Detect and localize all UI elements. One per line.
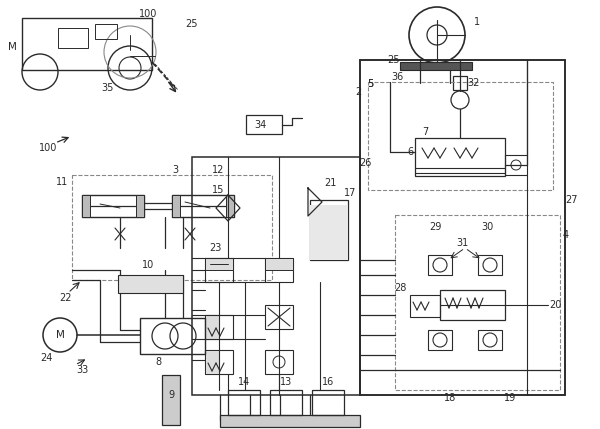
Text: 33: 33 bbox=[76, 365, 88, 375]
Text: 24: 24 bbox=[40, 353, 52, 363]
Bar bbox=[72, 175, 272, 280]
Bar bbox=[205, 315, 233, 339]
Text: 7: 7 bbox=[422, 127, 428, 137]
Text: 27: 27 bbox=[566, 195, 578, 205]
Bar bbox=[310, 205, 348, 260]
Bar bbox=[312, 390, 344, 415]
Text: 28: 28 bbox=[395, 283, 407, 293]
Text: 26: 26 bbox=[359, 158, 371, 168]
Bar bbox=[228, 390, 260, 415]
Text: 30: 30 bbox=[481, 222, 493, 232]
Text: 29: 29 bbox=[429, 222, 441, 232]
Bar bbox=[400, 62, 472, 70]
Bar bbox=[265, 350, 293, 374]
Text: 12: 12 bbox=[212, 165, 224, 175]
Bar bbox=[136, 195, 144, 217]
Text: 23: 23 bbox=[209, 243, 221, 253]
Bar bbox=[172, 195, 234, 217]
Text: 15: 15 bbox=[212, 185, 224, 195]
Bar bbox=[270, 390, 302, 415]
Bar bbox=[220, 415, 360, 427]
Text: 100: 100 bbox=[39, 143, 57, 153]
Text: 19: 19 bbox=[504, 393, 516, 403]
Bar bbox=[246, 115, 282, 134]
Text: 8: 8 bbox=[155, 357, 161, 367]
Text: 25: 25 bbox=[186, 19, 198, 29]
Bar bbox=[428, 330, 452, 350]
Bar bbox=[95, 24, 117, 39]
Bar bbox=[428, 255, 452, 275]
Text: 18: 18 bbox=[444, 393, 456, 403]
Bar bbox=[140, 318, 205, 354]
Text: 17: 17 bbox=[344, 188, 356, 198]
Text: M: M bbox=[8, 42, 16, 52]
Bar bbox=[192, 157, 360, 395]
Bar bbox=[478, 330, 502, 350]
Bar bbox=[205, 315, 219, 339]
Bar bbox=[82, 195, 144, 217]
Text: 6: 6 bbox=[407, 147, 413, 157]
Text: 36: 36 bbox=[391, 72, 403, 82]
Text: 10: 10 bbox=[142, 260, 154, 270]
Text: 31: 31 bbox=[456, 238, 468, 248]
Bar bbox=[310, 200, 348, 260]
Bar bbox=[205, 350, 233, 374]
Bar bbox=[415, 138, 505, 176]
Bar bbox=[205, 258, 233, 270]
Text: 9: 9 bbox=[168, 390, 174, 400]
Bar bbox=[505, 155, 527, 175]
Text: 20: 20 bbox=[549, 300, 561, 310]
Text: 25: 25 bbox=[387, 55, 399, 65]
Text: 11: 11 bbox=[56, 177, 68, 187]
Text: 35: 35 bbox=[102, 83, 114, 93]
Bar bbox=[82, 195, 90, 217]
Text: 4: 4 bbox=[563, 230, 569, 240]
Bar bbox=[205, 350, 219, 374]
Text: 2: 2 bbox=[355, 87, 361, 97]
Text: 34: 34 bbox=[254, 120, 266, 130]
Text: 32: 32 bbox=[468, 78, 480, 88]
Bar bbox=[172, 195, 180, 217]
Text: 5: 5 bbox=[367, 79, 373, 89]
Bar bbox=[410, 295, 440, 317]
Bar bbox=[265, 258, 293, 270]
Text: 21: 21 bbox=[324, 178, 336, 188]
Text: M: M bbox=[56, 330, 64, 340]
Bar bbox=[368, 82, 553, 190]
Bar bbox=[440, 290, 505, 320]
Bar bbox=[118, 275, 183, 293]
Text: 5: 5 bbox=[367, 79, 373, 89]
Text: 22: 22 bbox=[59, 293, 72, 303]
Bar bbox=[162, 375, 180, 425]
Bar bbox=[226, 195, 234, 217]
Bar bbox=[265, 258, 293, 282]
Text: 13: 13 bbox=[280, 377, 292, 387]
Bar bbox=[453, 76, 467, 90]
Text: 1: 1 bbox=[474, 17, 480, 27]
Bar bbox=[22, 18, 152, 70]
Bar bbox=[58, 28, 88, 48]
Bar bbox=[478, 255, 502, 275]
Text: 16: 16 bbox=[322, 377, 334, 387]
Bar bbox=[205, 258, 233, 282]
Bar bbox=[265, 305, 293, 329]
Text: 14: 14 bbox=[238, 377, 250, 387]
Text: 100: 100 bbox=[139, 9, 157, 19]
Text: 3: 3 bbox=[172, 165, 178, 175]
Bar bbox=[360, 60, 565, 395]
Bar bbox=[395, 215, 560, 390]
